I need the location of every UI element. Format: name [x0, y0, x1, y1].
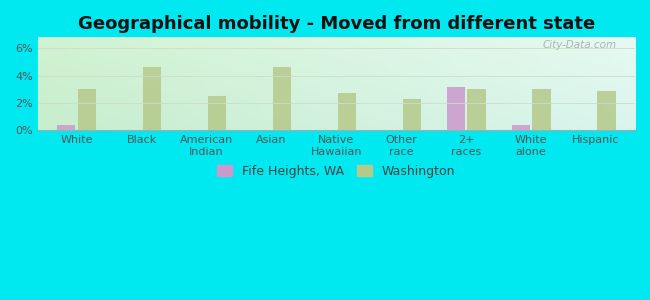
Bar [143, 67, 161, 130]
Bar [402, 99, 421, 130]
Text: City-Data.com: City-Data.com [543, 40, 617, 50]
Bar [57, 125, 75, 130]
Title: Geographical mobility - Moved from different state: Geographical mobility - Moved from diffe… [78, 15, 595, 33]
Bar [337, 93, 356, 130]
Legend: Fife Heights, WA, Washington: Fife Heights, WA, Washington [217, 165, 456, 178]
Bar [78, 89, 96, 130]
Bar [447, 86, 465, 130]
Bar [597, 91, 616, 130]
Bar [512, 125, 530, 130]
Bar [272, 67, 291, 130]
Bar [208, 96, 226, 130]
Bar [532, 89, 551, 130]
Bar [467, 89, 486, 130]
